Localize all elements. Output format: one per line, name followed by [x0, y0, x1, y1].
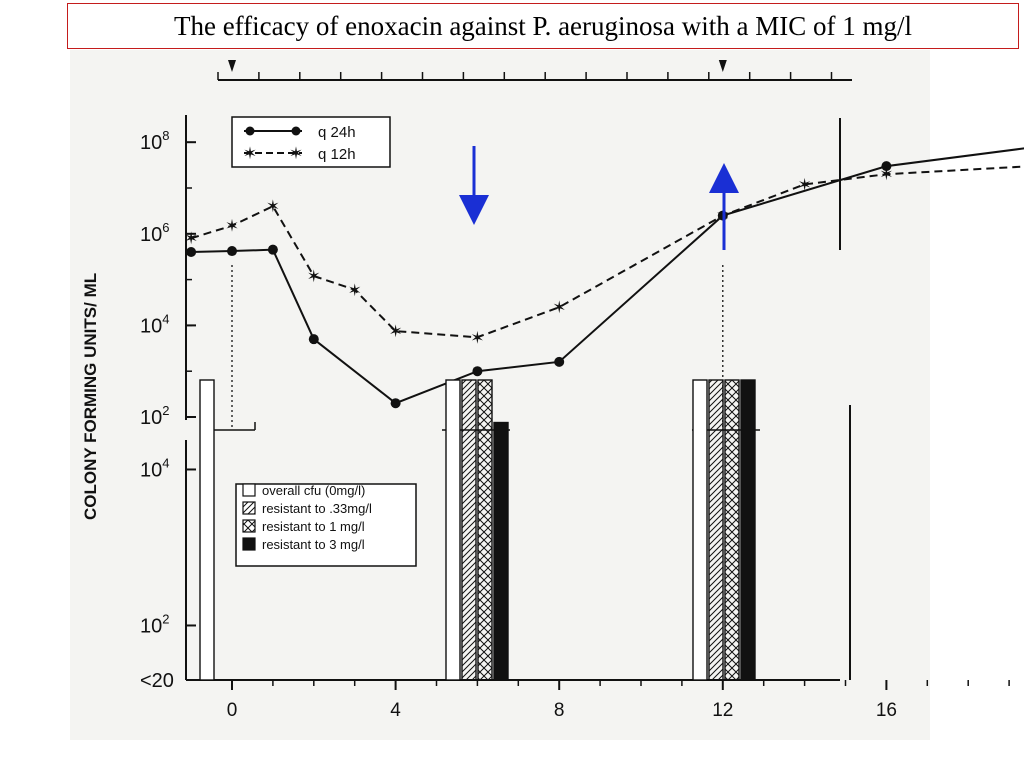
- y-tick-label: 104: [140, 455, 169, 481]
- slide-title-box: The efficacy of enoxacin against P. aeru…: [67, 3, 1019, 49]
- y-tick-label: 102: [140, 611, 169, 637]
- series-line-q24h: [191, 147, 1024, 405]
- x-tick-label: 8: [554, 700, 565, 721]
- bar-open: [692, 379, 708, 681]
- line-series-layer: ✶✶✶✶✶✶✶✶✶✶✶✶✶✶: [184, 147, 1024, 409]
- bar-open: [199, 379, 215, 681]
- bar-crosshatch: [477, 379, 493, 681]
- bar-solid: [740, 379, 756, 681]
- legend-star-marker: ✶: [243, 144, 257, 163]
- y-axis-label: COLONY FORMING UNITS/ ML: [81, 273, 100, 520]
- bar-legend-label: overall cfu (0mg/l): [262, 483, 365, 498]
- y-tick-label: 104: [140, 311, 169, 337]
- bar-legend-label: resistant to .33mg/l: [262, 501, 372, 516]
- bar-solid: [493, 421, 509, 681]
- data-point-q12h: ✶: [797, 175, 811, 194]
- data-point-q12h: ✶: [184, 229, 198, 248]
- legend-swatch-solid: [242, 537, 256, 551]
- dose-arrows: [459, 146, 739, 250]
- x-tick-label: 0: [227, 700, 238, 721]
- y-tick-label: 106: [140, 220, 169, 246]
- top-axis-ticks: [217, 60, 833, 80]
- x-axis: 0481216202428: [227, 680, 1010, 721]
- legend-swatch-crosshatch: [242, 519, 256, 533]
- bottom-panel-y-axis: <20 102 104: [140, 455, 196, 692]
- data-point-q12h: ✶: [266, 197, 280, 216]
- bar-crosshatch: [724, 379, 740, 681]
- legend-swatch-hatch: [242, 501, 256, 515]
- data-point-q12h: ✶: [552, 298, 566, 317]
- legend-swatch-open: [242, 483, 256, 497]
- data-point-q12h: ✶: [348, 281, 362, 300]
- x-tick-label: 16: [876, 700, 897, 721]
- x-tick-label: 12: [712, 700, 733, 721]
- data-point-q24h: [227, 246, 237, 257]
- top-panel-y-axis: 102 104 106 108: [140, 128, 196, 429]
- y-tick-label: 102: [140, 403, 169, 429]
- data-point-q24h: [390, 398, 401, 409]
- x-tick-label: 4: [390, 700, 401, 721]
- data-point-q24h: [554, 356, 565, 367]
- legend-q24h-label: q 24h: [318, 124, 356, 141]
- dose-marker-icon: [718, 60, 727, 72]
- bar-series-layer: [199, 379, 756, 681]
- bar-legend-label: resistant to 1 mg/l: [262, 519, 365, 534]
- data-point-q12h: ✶: [388, 322, 402, 341]
- y-tick-label: 108: [140, 128, 169, 154]
- data-point-q12h: ✶: [225, 217, 239, 236]
- bar-legend: overall cfu (0mg/l) resistant to .33mg/l r…: [235, 483, 417, 567]
- bar-open: [445, 379, 461, 681]
- legend-circle-marker: [245, 126, 255, 136]
- y-tick-label: <20: [140, 670, 174, 692]
- data-point-q24h: [186, 247, 197, 258]
- bar-hatch: [708, 379, 724, 681]
- dose-marker-icon: [228, 60, 236, 72]
- data-point-q24h: [472, 366, 483, 377]
- data-point-q24h: [267, 244, 278, 255]
- data-point-q12h: ✶: [470, 328, 484, 347]
- bar-hatch: [461, 379, 477, 681]
- data-point-q12h: ✶: [879, 165, 893, 184]
- data-point-q24h: [308, 334, 319, 345]
- data-point-q12h: ✶: [307, 267, 321, 286]
- bar-legend-label: resistant to 3 mg/l: [262, 537, 365, 552]
- svg-text:✶: ✶: [289, 144, 303, 163]
- legend-q12h-label: q 12h: [318, 146, 356, 163]
- line-legend: q 24h ✶ ✶ q 12h: [231, 116, 391, 168]
- slide-title: The efficacy of enoxacin against P. aeru…: [173, 10, 913, 41]
- series-line-q12h: [190, 165, 1024, 339]
- data-point-q24h: [881, 161, 892, 172]
